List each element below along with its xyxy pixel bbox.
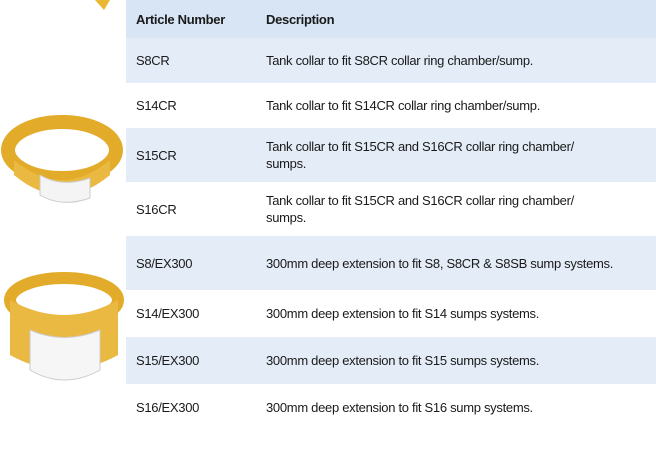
article-cell: S14CR [126, 83, 256, 128]
product-images [0, 0, 126, 451]
description-cell: Tank collar to fit S14CR collar ring cha… [256, 83, 656, 128]
description-cell: 300mm deep extension to fit S14 sumps sy… [256, 290, 656, 337]
collar-ring-image [8, 122, 116, 202]
article-cell: S16/EX300 [126, 384, 256, 431]
image-fragment [95, 0, 110, 10]
article-cell: S8CR [126, 38, 256, 83]
article-cell: S8/EX300 [126, 236, 256, 290]
article-cell: S15CR [126, 128, 256, 182]
description-cell: Tank collar to fit S15CR and S16CR colla… [256, 128, 656, 182]
description-cell: 300mm deep extension to fit S8, S8CR & S… [256, 236, 656, 290]
description-cell: Tank collar to fit S15CR and S16CR colla… [256, 182, 656, 236]
header-cell: Article Number [126, 0, 256, 38]
description-cell: 300mm deep extension to fit S15 sumps sy… [256, 337, 656, 384]
article-cell: S15/EX300 [126, 337, 256, 384]
description-cell: 300mm deep extension to fit S16 sump sys… [256, 384, 656, 431]
description-cell: Tank collar to fit S8CR collar ring cham… [256, 38, 656, 83]
header-cell: Description [256, 0, 656, 38]
article-cell: S14/EX300 [126, 290, 256, 337]
extension-ring-image [10, 278, 118, 380]
page: Article Number Description S8CRTank coll… [0, 0, 656, 451]
header-row: Article Number Description [126, 0, 656, 38]
article-cell: S16CR [126, 182, 256, 236]
